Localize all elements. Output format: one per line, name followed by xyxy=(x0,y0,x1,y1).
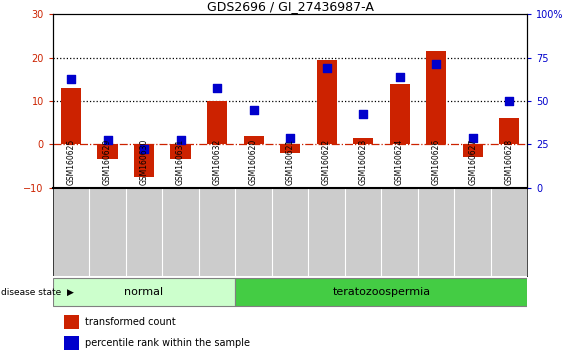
Point xyxy=(285,135,295,141)
Point xyxy=(212,85,222,91)
Text: teratozoospermia: teratozoospermia xyxy=(332,287,430,297)
Bar xyxy=(236,278,527,306)
Point xyxy=(468,135,478,141)
Point xyxy=(395,74,404,80)
Text: percentile rank within the sample: percentile rank within the sample xyxy=(85,338,250,348)
Bar xyxy=(426,51,446,144)
Bar xyxy=(53,278,236,306)
Bar xyxy=(207,101,227,144)
Title: GDS2696 / GI_27436987-A: GDS2696 / GI_27436987-A xyxy=(207,0,373,13)
Point xyxy=(359,111,368,117)
Point xyxy=(176,137,185,143)
Bar xyxy=(390,84,410,144)
Bar xyxy=(61,88,81,144)
Point xyxy=(249,107,258,113)
Point xyxy=(66,76,76,82)
Text: normal: normal xyxy=(124,287,163,297)
Bar xyxy=(97,144,118,159)
Point xyxy=(139,146,149,152)
Bar xyxy=(280,144,300,153)
Bar xyxy=(499,118,519,144)
Point xyxy=(505,98,514,104)
Point xyxy=(322,65,331,71)
Point xyxy=(103,137,112,143)
Text: disease state  ▶: disease state ▶ xyxy=(1,287,73,297)
Text: transformed count: transformed count xyxy=(85,317,176,327)
Bar xyxy=(171,144,190,159)
Point xyxy=(431,61,441,67)
Bar xyxy=(134,144,154,177)
Bar xyxy=(244,136,264,144)
Bar xyxy=(462,144,483,157)
Bar xyxy=(353,138,373,144)
Bar xyxy=(316,60,336,144)
